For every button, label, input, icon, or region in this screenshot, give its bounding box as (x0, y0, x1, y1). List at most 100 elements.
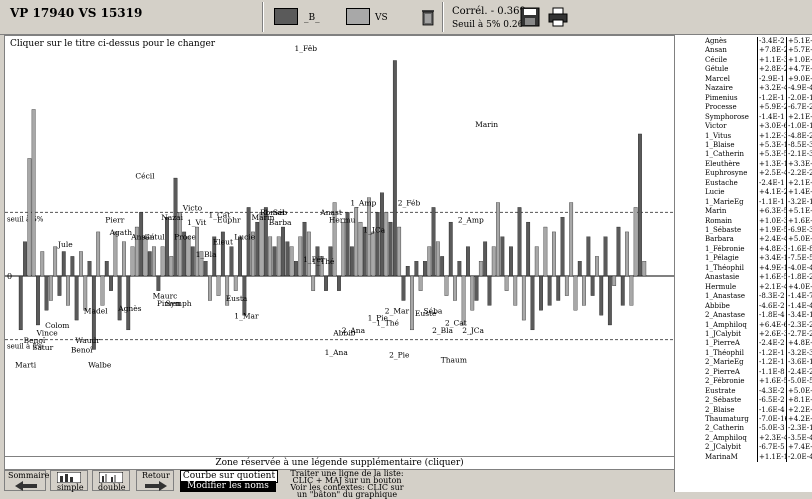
bar[interactable] (66, 275, 70, 306)
bar[interactable] (397, 226, 402, 277)
bar[interactable] (504, 275, 509, 291)
bar[interactable] (186, 236, 191, 277)
bar[interactable] (255, 221, 260, 277)
bar[interactable] (113, 231, 118, 277)
modifier-noms-button[interactable]: Modifier les noms (180, 481, 276, 492)
list-item[interactable]: 1_Fébronie +4.8E-3 -1.6E-8 (675, 244, 812, 255)
list-item[interactable]: Pimenius -1.2E-1 -2.0E-1 (675, 93, 812, 104)
bar[interactable] (616, 226, 621, 277)
trash-icon[interactable] (421, 8, 435, 26)
bar[interactable] (401, 275, 406, 301)
list-item[interactable]: 2_Catherin -5.0E-3 -2.3E-1 (675, 424, 812, 434)
bar[interactable] (27, 158, 32, 277)
bar[interactable] (315, 246, 320, 277)
bar[interactable] (134, 226, 139, 277)
bar[interactable] (362, 226, 367, 277)
bar[interactable] (461, 275, 466, 326)
bar[interactable] (337, 275, 341, 291)
chart-title[interactable]: VP 17940 VS 15319 (10, 6, 143, 20)
bar-chart-area[interactable]: Cliquer sur le titre ci-dessus pour le c… (4, 35, 675, 458)
bar[interactable] (530, 275, 535, 331)
list-item[interactable]: MarinaM +1.1E-1 -2.0E-4 (675, 452, 812, 463)
list-item[interactable]: Symphorose -1.4E-1+2.1E-1 (675, 112, 812, 123)
bar[interactable] (543, 226, 548, 277)
bar[interactable] (470, 275, 475, 311)
bar[interactable] (48, 275, 53, 301)
bar[interactable] (423, 261, 427, 277)
bar[interactable] (349, 246, 354, 277)
bar[interactable] (272, 246, 277, 277)
list-item[interactable]: 1_Blaise +5.3E-1 -8.5E-3 (675, 140, 812, 151)
bar[interactable] (53, 246, 58, 277)
bar[interactable] (195, 226, 199, 277)
list-item[interactable]: Abbibe -4.6E-2 -1.4E-4 (675, 301, 812, 312)
legend-zone[interactable]: Zone réservée à une légende supplémentai… (4, 456, 675, 470)
bar[interactable] (534, 246, 539, 277)
bar[interactable] (324, 275, 328, 291)
bar[interactable] (500, 236, 505, 277)
bar[interactable] (440, 256, 445, 277)
value-list[interactable]: Agnès-3.4E-2+5.1E-2Ansan+7.8E-2+5.7E-2Cé… (674, 35, 812, 492)
bar[interactable] (18, 275, 23, 331)
bar[interactable] (552, 231, 556, 277)
bar[interactable] (564, 275, 569, 296)
bar[interactable] (182, 231, 187, 277)
list-item[interactable]: Nazaire +3.2E-4 -4.9E-4 (675, 84, 812, 94)
list-item[interactable]: 2_Sébaste -6.5E-2+8.1E-2 (675, 396, 812, 406)
print-icon[interactable] (548, 7, 568, 27)
bar[interactable] (496, 202, 500, 277)
bar[interactable] (582, 275, 586, 306)
bar[interactable] (388, 221, 393, 277)
bar[interactable] (311, 275, 316, 291)
bar[interactable] (332, 202, 337, 277)
bar[interactable] (375, 212, 380, 277)
bar[interactable] (642, 261, 647, 277)
bar[interactable] (44, 275, 49, 311)
bar[interactable] (263, 207, 268, 277)
bar[interactable] (633, 207, 638, 277)
list-item[interactable]: Romain +1.0E-3+1.6E-5 (675, 216, 812, 226)
save-icon[interactable] (520, 7, 540, 27)
list-item[interactable]: Thaumaturg -7.0E-16+4.2E-2 (675, 415, 812, 425)
list-item[interactable]: Marin +6.3E-5+5.1E-1 (675, 207, 812, 217)
bar[interactable] (177, 212, 182, 277)
bar[interactable] (573, 275, 578, 311)
list-item[interactable]: Marcel -2.9E-1+9.0E-2 (675, 74, 812, 85)
bar[interactable] (268, 236, 273, 277)
list-item[interactable]: 2_Amphiloq +2.3E-4 -3.5E-4 (675, 433, 812, 444)
bar[interactable] (547, 275, 552, 306)
list-item[interactable]: Eustache -2.4E-1+2.1E-1 (675, 178, 812, 189)
bar[interactable] (612, 275, 617, 286)
bar[interactable] (40, 251, 45, 277)
bar[interactable] (306, 231, 311, 277)
list-item[interactable]: 2_JCalybit -6.7E-5+7.4E-2 (675, 443, 812, 453)
bar[interactable] (629, 275, 634, 306)
bar[interactable] (595, 256, 599, 277)
bar[interactable] (242, 275, 247, 316)
bar[interactable] (246, 207, 251, 277)
bar[interactable] (560, 217, 565, 277)
bar[interactable] (556, 275, 561, 301)
list-item[interactable]: 1_Amphiloq +6.4E-6 -2.3E-2 (675, 320, 812, 330)
bar[interactable] (259, 212, 264, 277)
bar[interactable] (173, 177, 178, 277)
list-item[interactable]: 1_Théophil -1.2E-1 -3.2E-3 (675, 348, 812, 359)
bar[interactable] (74, 275, 79, 321)
bar[interactable] (345, 212, 350, 277)
bar[interactable] (302, 221, 307, 277)
bar[interactable] (457, 261, 462, 277)
bar[interactable] (130, 246, 135, 277)
bar[interactable] (539, 275, 543, 311)
bar[interactable] (478, 261, 483, 277)
bar[interactable] (276, 236, 281, 277)
list-item[interactable]: Agnès -3.4E-2+5.1E-2 (675, 37, 812, 47)
bar[interactable] (169, 256, 174, 277)
bar[interactable] (160, 246, 165, 277)
bar[interactable] (577, 261, 582, 277)
bar[interactable] (367, 197, 371, 277)
bar[interactable] (384, 212, 389, 277)
list-item[interactable]: Euphrosyne +2.5E-4 -2.2E-2 (675, 169, 812, 179)
list-item[interactable]: 2_Fébronie +1.6E-5 -5.0E-5 (675, 377, 812, 387)
list-item[interactable]: Anastasie +1.6E-5 -1.8E-2 (675, 273, 812, 283)
simple-button[interactable]: simple (50, 470, 88, 492)
